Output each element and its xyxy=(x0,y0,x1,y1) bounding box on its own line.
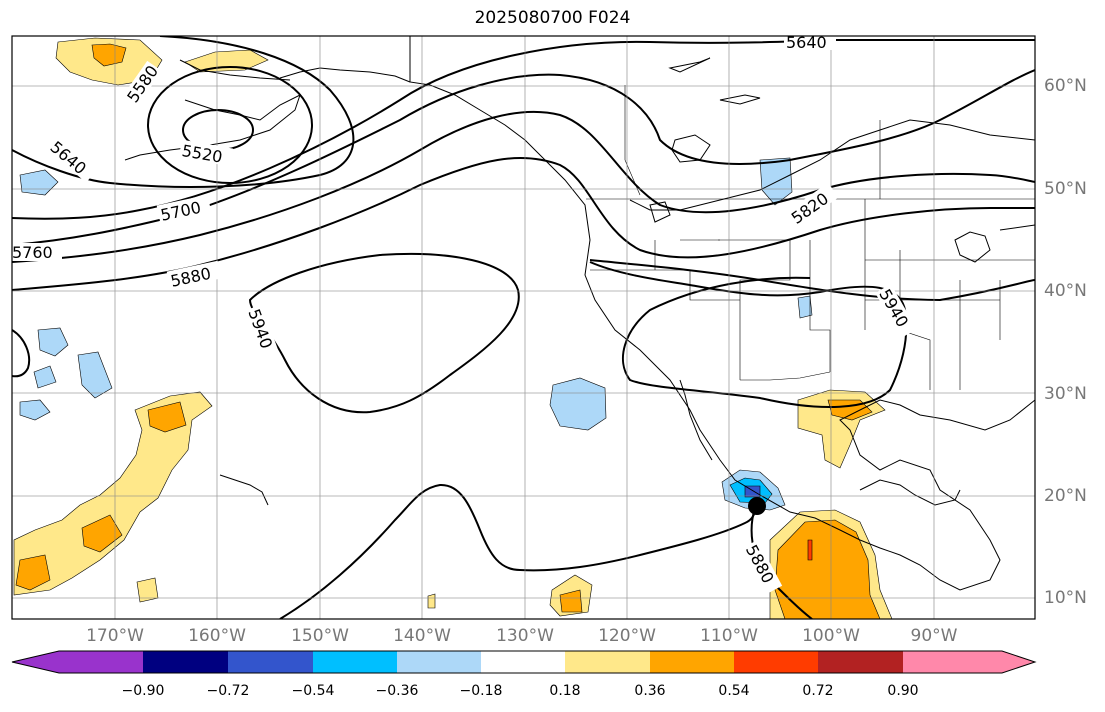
colorbar-extend-min xyxy=(12,651,59,673)
colorbar-tick-label: 0.72 xyxy=(802,683,834,699)
colorbar-segment xyxy=(734,651,818,673)
colorbar-tick-label: 0.54 xyxy=(718,683,750,699)
contour-label: 5640 xyxy=(786,33,827,52)
colorbar-segment xyxy=(818,651,903,673)
lat-label: 40°N xyxy=(1044,281,1087,301)
colorbar-segment xyxy=(650,651,734,673)
colorbar-tick-label: 0.36 xyxy=(634,683,666,699)
lon-label: 120°W xyxy=(598,626,656,646)
lon-label: 130°W xyxy=(496,626,554,646)
map-title: 2025080700 F024 xyxy=(474,8,631,28)
graticule xyxy=(12,36,1035,619)
lon-label: 90°W xyxy=(910,626,958,646)
colorbar-tick-label: −0.54 xyxy=(291,683,335,699)
colorbar-tick-label: −0.72 xyxy=(206,683,250,699)
colorbar xyxy=(11,650,1037,674)
lon-label: 170°W xyxy=(86,626,144,646)
map-panel: 5640 5580 5520 5640 5700 5760 5880 5940 … xyxy=(11,33,1036,620)
colorbar-segment xyxy=(228,651,313,673)
colorbar-tick-label: −0.90 xyxy=(121,683,165,699)
colorbar-tick-label: −0.36 xyxy=(375,683,419,699)
colorbar-tick-label: 0.18 xyxy=(549,683,581,699)
colorbar-segment xyxy=(59,651,143,673)
lat-label: 50°N xyxy=(1044,179,1087,199)
lat-label: 20°N xyxy=(1044,486,1087,506)
lon-label: 110°W xyxy=(700,626,758,646)
colorbar-extend-max xyxy=(903,651,1035,673)
colorbar-segment xyxy=(397,651,481,673)
lat-label: 10°N xyxy=(1044,588,1087,608)
colorbar-segment xyxy=(143,651,228,673)
colorbar-segment xyxy=(313,651,397,673)
colorbar-tick-label: −0.18 xyxy=(459,683,503,699)
colorbar-tick-label: 0.90 xyxy=(887,683,919,699)
lat-label: 30°N xyxy=(1044,384,1087,404)
storm-center-marker xyxy=(748,497,766,515)
lon-label: 160°W xyxy=(188,626,246,646)
lon-label: 140°W xyxy=(393,626,451,646)
colorbar-segment xyxy=(481,651,565,673)
lat-label: 60°N xyxy=(1044,76,1087,96)
negative-anomaly-shading xyxy=(19,157,813,511)
lon-label: 100°W xyxy=(802,626,860,646)
lon-label: 150°W xyxy=(291,626,349,646)
colorbar-segment xyxy=(565,651,650,673)
contour-label: 5760 xyxy=(12,243,53,262)
